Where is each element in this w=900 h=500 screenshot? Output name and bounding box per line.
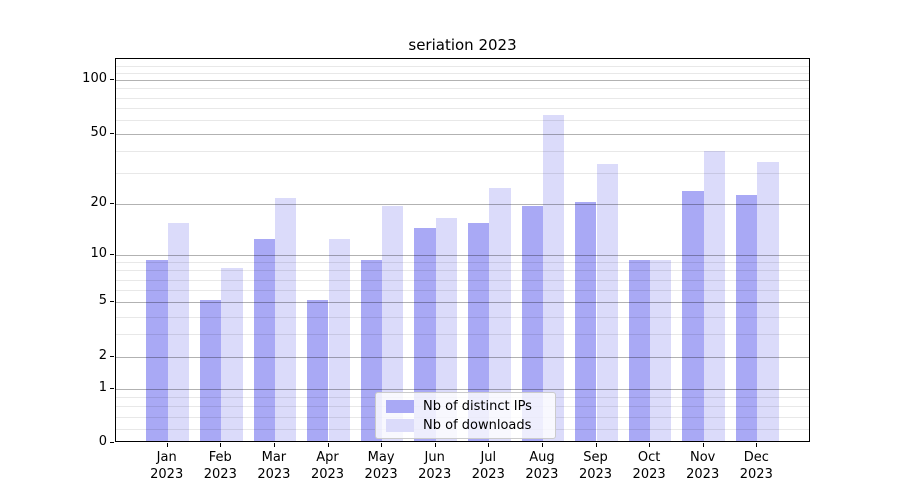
- bar-downloads-jun: [435, 218, 457, 441]
- bar-distinct-ips-nov: [682, 191, 704, 441]
- legend-swatch-downloads: [386, 418, 414, 432]
- legend-label: Nb of downloads: [423, 417, 532, 433]
- x-tick-mark: [702, 443, 704, 447]
- x-tick-mark: [756, 443, 758, 447]
- bar-downloads-feb: [221, 268, 243, 441]
- bar-distinct-ips-apr: [307, 300, 329, 441]
- bar-downloads-oct: [650, 260, 672, 441]
- y-tick-mark: [110, 301, 114, 302]
- y-tick-mark: [110, 203, 114, 204]
- major-gridline: [116, 254, 809, 256]
- plot-area: [115, 58, 810, 442]
- bar-downloads-mar: [274, 198, 297, 441]
- minor-gridline: [116, 290, 809, 292]
- x-tick-mark: [434, 443, 436, 447]
- y-tick-mark: [110, 254, 114, 255]
- bar-distinct-ips-aug: [521, 205, 543, 441]
- x-tick-label: Jun 2023: [418, 450, 452, 482]
- x-tick-mark: [488, 443, 490, 447]
- minor-gridline: [116, 316, 809, 318]
- bar-downloads-dec: [757, 161, 779, 441]
- bar-downloads-aug: [542, 115, 565, 441]
- x-tick-mark: [327, 443, 329, 447]
- x-tick-mark: [541, 443, 543, 447]
- legend: Nb of distinct IPs Nb of downloads: [375, 392, 556, 439]
- y-tick-mark: [110, 442, 114, 443]
- legend-swatch-distinct-ips: [386, 399, 414, 413]
- minor-gridline: [116, 334, 809, 336]
- x-tick-label: May 2023: [364, 450, 398, 482]
- x-tick-label: Feb 2023: [203, 450, 237, 482]
- major-gridline: [116, 302, 809, 304]
- minor-gridline: [116, 151, 809, 153]
- x-tick-label: Jul 2023: [471, 450, 505, 482]
- minor-gridline: [116, 262, 809, 264]
- bar-distinct-ips-mar: [253, 239, 275, 441]
- bar-distinct-ips-dec: [736, 194, 758, 441]
- minor-gridline: [116, 279, 809, 281]
- minor-gridline: [116, 119, 809, 121]
- x-tick-mark: [595, 443, 597, 447]
- y-tick-label: 50: [90, 124, 107, 140]
- major-gridline: [116, 80, 809, 82]
- bar-distinct-ips-jul: [468, 223, 490, 441]
- major-gridline: [116, 133, 809, 135]
- minor-gridline: [116, 173, 809, 175]
- y-tick-mark: [110, 79, 114, 80]
- bar-distinct-ips-oct: [628, 260, 651, 441]
- bar-distinct-ips-sep: [575, 201, 597, 441]
- legend-label: Nb of distinct IPs: [423, 398, 532, 414]
- x-tick-label: Aug 2023: [525, 450, 559, 482]
- x-tick-label: Apr 2023: [310, 450, 345, 482]
- chart-title: seriation 2023: [408, 36, 517, 54]
- bar-distinct-ips-feb: [200, 300, 222, 441]
- y-tick-mark: [110, 388, 114, 389]
- x-tick-label: Oct 2023: [632, 450, 666, 482]
- x-tick-label: Nov 2023: [686, 450, 720, 482]
- x-tick-label: Jan 2023: [150, 450, 184, 482]
- x-tick-label: Mar 2023: [257, 450, 291, 482]
- minor-gridline: [116, 72, 809, 74]
- major-gridline: [116, 203, 809, 205]
- y-tick-mark: [110, 133, 114, 134]
- y-tick-label: 5: [98, 293, 107, 309]
- x-tick-label: Dec 2023: [739, 450, 773, 482]
- y-tick-label: 1: [98, 379, 107, 395]
- y-tick-mark: [110, 356, 114, 357]
- bar-distinct-ips-jan: [146, 260, 168, 441]
- y-tick-label: 20: [90, 194, 107, 210]
- legend-item: Nb of downloads: [386, 418, 547, 433]
- bar-downloads-jan: [167, 223, 189, 441]
- bar-downloads-nov: [703, 151, 725, 441]
- x-tick-label: Sep 2023: [578, 450, 613, 482]
- x-tick-mark: [649, 443, 651, 447]
- x-tick-mark: [220, 443, 222, 447]
- major-gridline: [116, 356, 809, 358]
- minor-gridline: [116, 88, 809, 90]
- minor-gridline: [116, 66, 809, 68]
- x-tick-mark: [381, 443, 383, 447]
- bar-downloads-apr: [328, 239, 350, 441]
- x-tick-mark: [273, 443, 275, 447]
- minor-gridline: [116, 270, 809, 272]
- major-gridline: [116, 388, 809, 390]
- y-tick-label: 0: [98, 434, 107, 449]
- y-tick-label: 10: [90, 245, 107, 261]
- bar-downloads-may: [382, 205, 404, 441]
- bar-downloads-sep: [596, 163, 618, 441]
- bar-distinct-ips-jun: [414, 228, 436, 441]
- y-tick-label: 100: [82, 71, 107, 87]
- minor-gridline: [116, 97, 809, 99]
- minor-gridline: [116, 107, 809, 109]
- legend-item: Nb of distinct IPs: [386, 399, 547, 414]
- y-tick-label: 2: [98, 347, 107, 363]
- x-tick-mark: [166, 443, 168, 447]
- bar-downloads-jul: [489, 188, 511, 441]
